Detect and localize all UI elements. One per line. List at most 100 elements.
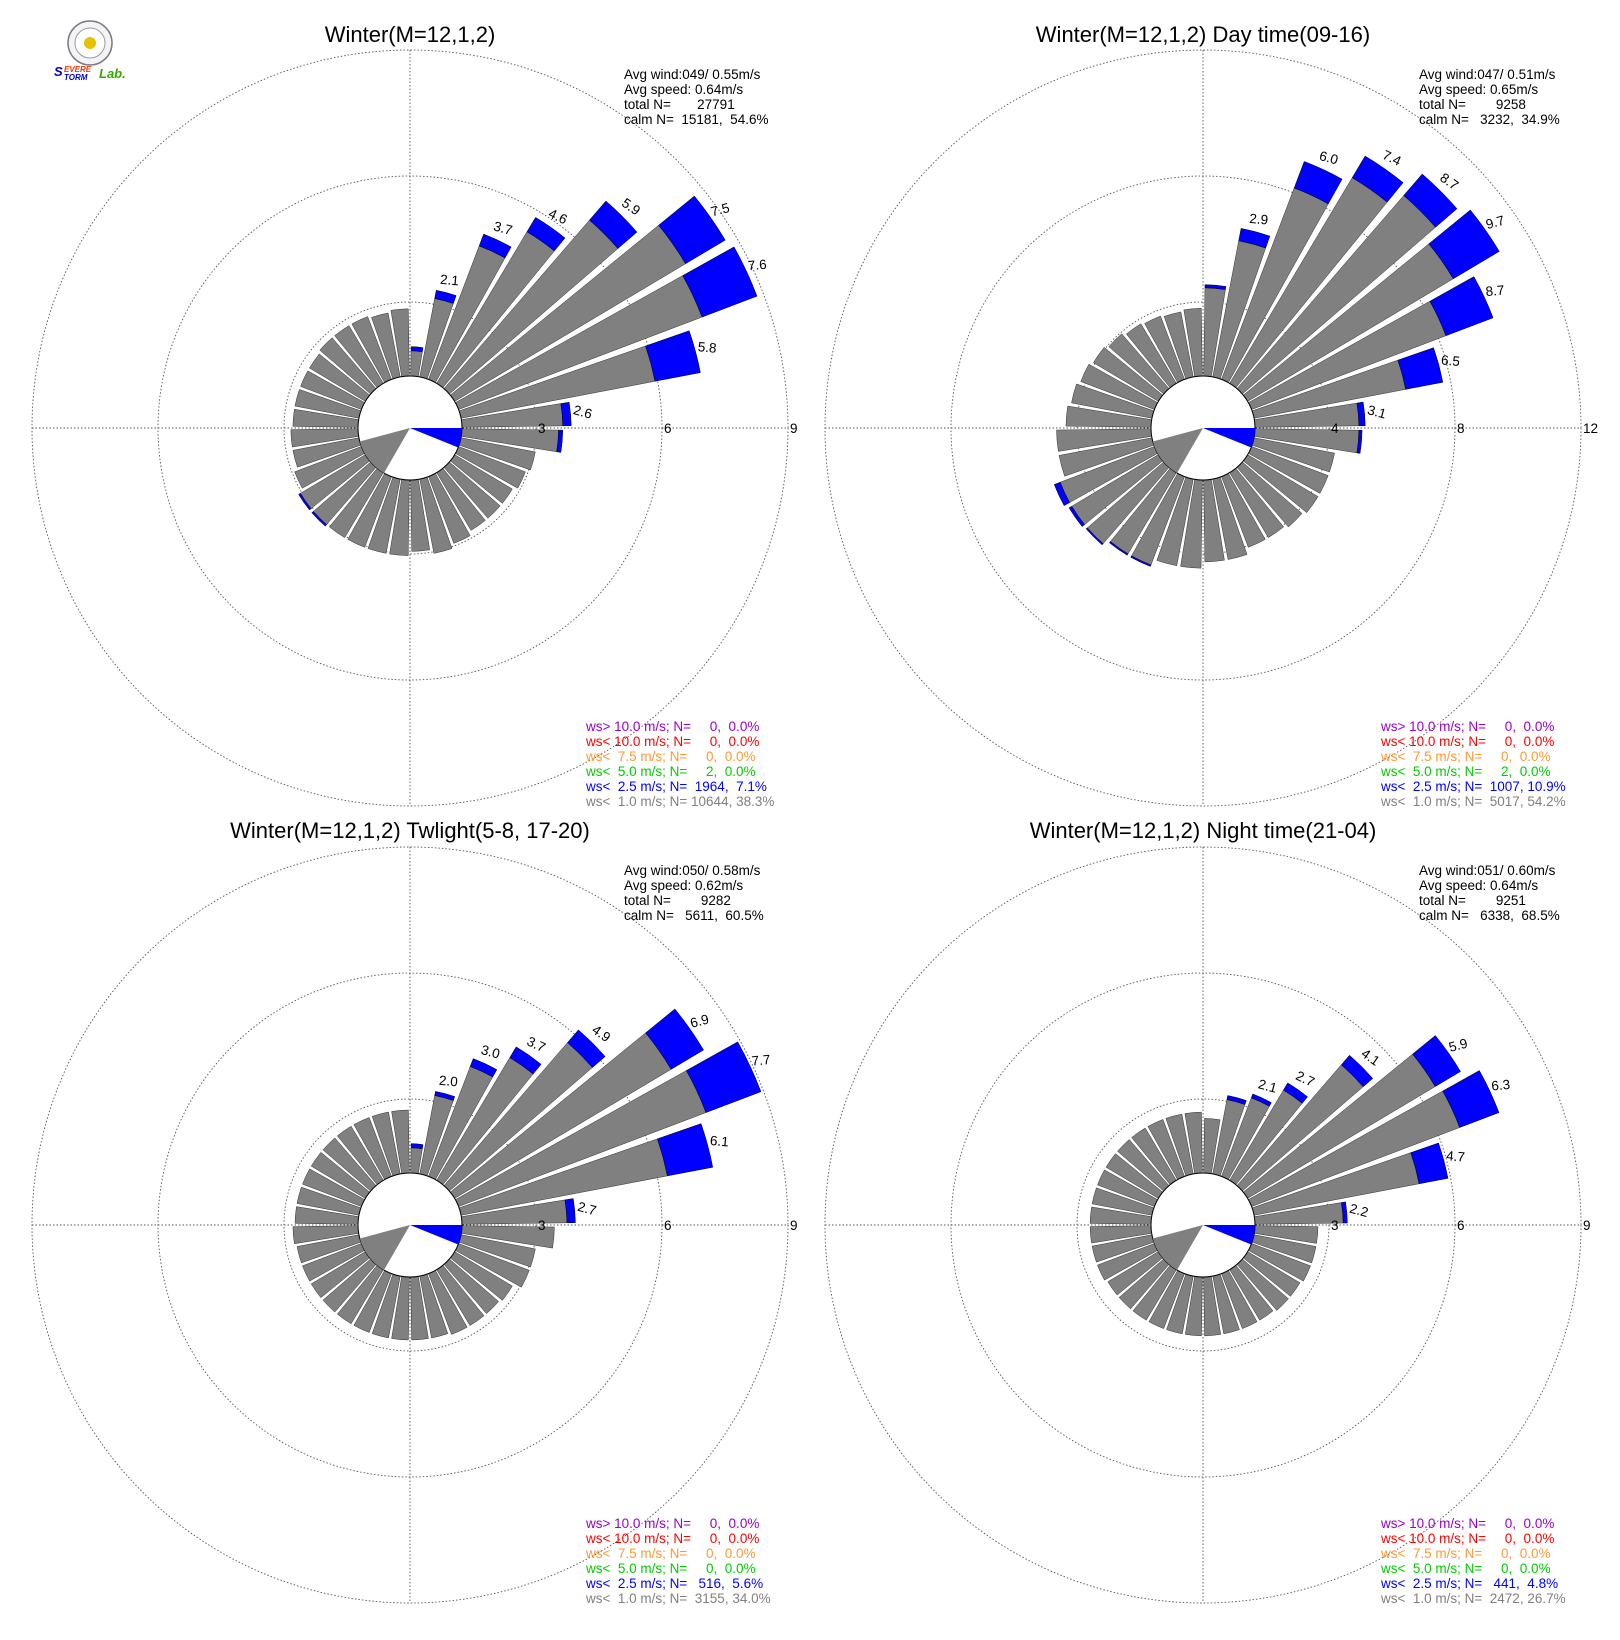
rose-bar-lt25	[556, 429, 564, 453]
stats-line: Avg wind:049/ 0.55m/s	[624, 67, 761, 82]
bar-value-label: 3.0	[480, 1042, 502, 1061]
windrose-panel: 2.96.0 7.48.79.78.76.53.14 8 12Winter(M=12,…	[824, 22, 1598, 809]
stats-line: calm N= 15181, 54.6%	[624, 112, 768, 127]
stats-line: calm N= 3232, 34.9%	[1419, 112, 1560, 127]
rose-bar-lt25	[645, 1008, 704, 1070]
ring-tick-label: 3	[538, 1218, 546, 1233]
bar-value-label: 2.1	[1257, 1076, 1279, 1095]
logo-wordmark-evere: EVERE	[64, 65, 92, 74]
panel-title: Winter(M=12,1,2) Twlight(5-8, 17-20)	[230, 818, 590, 843]
rose-bar-lt25	[1356, 429, 1363, 454]
bar-value-label: 3.1	[1366, 402, 1388, 421]
stats-line: total N= 27791	[624, 97, 735, 112]
logo-seal-emblem	[84, 37, 96, 49]
ring-tick-label: 4	[1331, 421, 1339, 436]
legend-entry: ws> 10.0 m/s; N= 0, 0.0%	[585, 719, 759, 734]
calm-sector-grey	[1152, 428, 1203, 474]
windrose-panel: 2.03.0 3.7 4.96.97.76.12.73 6 9Winter(M=12,1…	[31, 818, 798, 1606]
legend-entry: ws< 5.0 m/s; N= 2, 0.0%	[1380, 764, 1551, 779]
legend-entry: ws< 2.5 m/s; N= 1964, 7.1%	[585, 779, 767, 794]
legend-entry: ws< 1.0 m/s; N= 5017, 54.2%	[1380, 794, 1566, 809]
rose-bar-lt25	[564, 1198, 576, 1224]
stats-line: calm N= 5611, 60.5%	[624, 908, 764, 923]
rose-bar-lt25	[686, 1041, 762, 1113]
bar-value-label: 4.7	[1446, 1148, 1466, 1165]
panel-title: Winter(M=12,1,2) Night time(21-04)	[1030, 818, 1377, 843]
calm-sector-blue	[410, 1225, 462, 1245]
logo-wordmark-s: S	[54, 64, 63, 79]
bar-value-label: 2.6	[572, 402, 594, 421]
bar-value-label: 7.7	[751, 1052, 771, 1069]
ring-tick-label: 8	[1457, 421, 1465, 436]
stats-line: Avg wind:051/ 0.60m/s	[1419, 863, 1556, 878]
bar-value-label: 7.5	[709, 200, 731, 219]
stats-line: Avg wind:050/ 0.58m/s	[624, 863, 761, 878]
bar-value-label: 2.7	[1293, 1068, 1316, 1090]
calm-sector-blue	[1203, 428, 1255, 448]
bar-value-label: 3.7	[525, 1034, 548, 1056]
stats-line: calm N= 6338, 68.5%	[1419, 908, 1560, 923]
rose-bar-lt25	[1442, 1070, 1500, 1128]
bar-value-label: 7.6	[747, 257, 767, 274]
bar-value-label: 2.1	[439, 272, 459, 289]
bar-value-label: 2.0	[438, 1073, 458, 1090]
legend-entry: ws< 2.5 m/s; N= 1007, 10.9%	[1380, 779, 1566, 794]
rose-bar-lt25	[589, 200, 638, 249]
panel-title: Winter(M=12,1,2) Day time(09-16)	[1036, 22, 1370, 47]
logo-wordmark-lab: Lab.	[99, 66, 126, 81]
bar-value-label: 2.2	[1348, 1201, 1370, 1220]
rose-bar-lt25	[311, 511, 327, 527]
bar-value-label: 5.9	[1447, 1036, 1469, 1055]
rose-bar-lt25	[1341, 1201, 1348, 1224]
rose-bar-lt25	[1410, 1142, 1449, 1185]
rose-bar-lt25	[469, 1058, 498, 1078]
legend-entry: ws< 5.0 m/s; N= 0, 0.0%	[585, 1561, 756, 1576]
legend-entry: ws< 7.5 m/s; N= 0, 0.0%	[1380, 749, 1551, 764]
rose-bar-lt25	[298, 492, 312, 511]
rose-bar-lt25	[560, 401, 572, 427]
rose-bar-lt25	[567, 1029, 606, 1068]
legend-entry: ws< 7.5 m/s; N= 0, 0.0%	[585, 1546, 756, 1561]
ring-tick-label: 3	[538, 421, 546, 436]
rose-bar-lt25	[1130, 555, 1152, 567]
rose-bar-lt25	[1238, 228, 1271, 249]
rose-bar-lt25	[1356, 401, 1366, 427]
stats-line: total N= 9251	[1419, 893, 1526, 908]
rose-bar-lt25	[1412, 1035, 1461, 1087]
calm-sector-grey	[359, 1225, 410, 1271]
legend-entry: ws< 5.0 m/s; N= 2, 0.0%	[585, 764, 756, 779]
legend-entry: ws< 1.0 m/s; N= 10644, 38.3%	[585, 794, 774, 809]
stats-line: Avg speed: 0.64m/s	[1419, 878, 1538, 893]
ring-tick-label: 9	[790, 421, 798, 436]
windrose-panels: 2.1 3.7 4.6 5.9 7.5 7.6 5.8 2.6 3 6 9 Winter(M=12,1…	[31, 22, 1598, 1606]
bar-value-label: 6.3	[1491, 1077, 1511, 1094]
legend-entry: ws> 10.0 m/s; N= 0, 0.0%	[585, 1516, 759, 1531]
lab-logo: S EVERE TORM Lab.	[54, 20, 126, 82]
rose-bar-lt25	[1429, 276, 1494, 337]
legend-entry: ws< 2.5 m/s; N= 441, 4.8%	[1380, 1576, 1558, 1591]
ring-tick-label: 3	[1331, 1218, 1339, 1233]
legend-entry: ws< 10.0 m/s; N= 0, 0.0%	[585, 1531, 759, 1546]
bar-value-label: 9.7	[1484, 213, 1506, 232]
stats-line: Avg speed: 0.65m/s	[1419, 82, 1538, 97]
rose-bar-lt25	[1085, 527, 1104, 546]
rose-bar-lt25	[1351, 155, 1404, 203]
bar-value-label: 6.0	[1318, 148, 1340, 167]
stats-line: total N= 9282	[624, 893, 731, 908]
rose-bar-lt25	[657, 1123, 714, 1177]
rose-bar-lt25	[1068, 505, 1085, 527]
rose-bar-lt25	[1403, 173, 1458, 228]
legend-entry: ws< 1.0 m/s; N= 3155, 34.0%	[585, 1591, 771, 1606]
calm-sector-grey	[359, 428, 410, 474]
rose-bar-lt25	[1283, 1082, 1308, 1104]
bar-value-label: 6.5	[1440, 352, 1460, 369]
legend-entry: ws< 5.0 m/s; N= 0, 0.0%	[1380, 1561, 1551, 1576]
bar-value-label: 2.7	[576, 1199, 598, 1218]
rose-bar-lt25	[1428, 209, 1500, 280]
bar-value-label: 6.1	[709, 1133, 729, 1150]
ring-tick-label: 9	[790, 1218, 798, 1233]
windrose-panel: 2.13.74.6 5.9 7.57.65.82.63 6 9Winter(M=12,1…	[31, 22, 798, 809]
calm-sector-grey	[1152, 1225, 1203, 1271]
stats-line: total N= 9258	[1419, 97, 1526, 112]
